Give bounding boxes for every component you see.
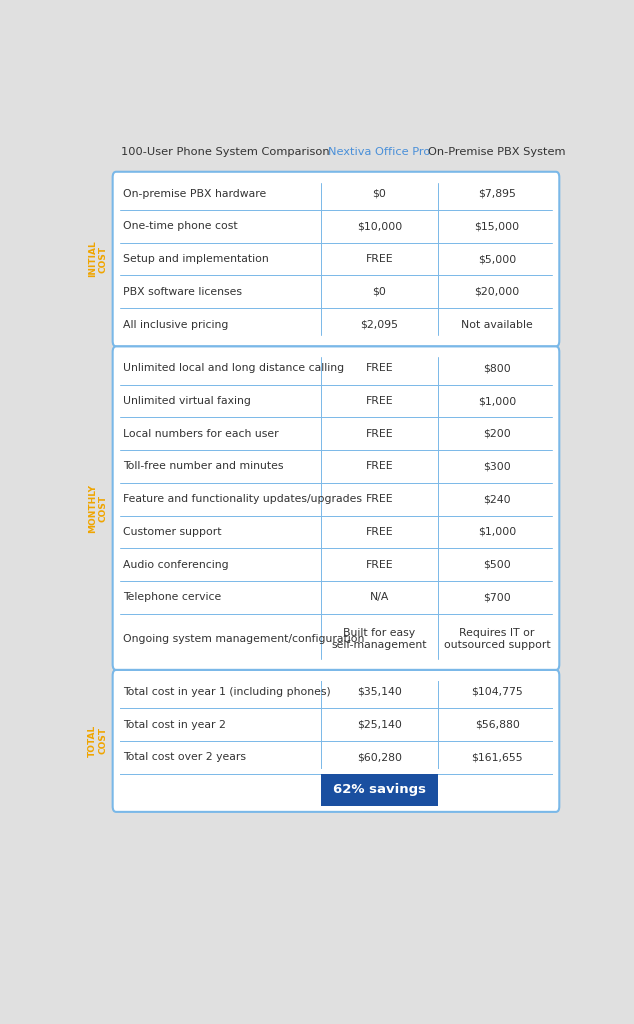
- Text: $0: $0: [373, 287, 387, 297]
- Text: Total cost over 2 years: Total cost over 2 years: [123, 753, 246, 762]
- Text: $200: $200: [483, 429, 511, 438]
- Text: All inclusive pricing: All inclusive pricing: [123, 319, 228, 330]
- Text: FREE: FREE: [366, 560, 393, 569]
- Text: $60,280: $60,280: [357, 753, 402, 762]
- Text: Built for easy
self-management: Built for easy self-management: [332, 628, 427, 650]
- Text: $161,655: $161,655: [471, 753, 523, 762]
- Text: TOTAL
COST: TOTAL COST: [88, 725, 108, 757]
- Text: Ongoing system management/configuration: Ongoing system management/configuration: [123, 634, 365, 644]
- Text: Not available: Not available: [462, 319, 533, 330]
- Text: Toll-free number and minutes: Toll-free number and minutes: [123, 462, 283, 471]
- Text: $56,880: $56,880: [475, 720, 520, 729]
- Text: Audio conferencing: Audio conferencing: [123, 560, 229, 569]
- Text: Telephone cervice: Telephone cervice: [123, 592, 221, 602]
- Text: $5,000: $5,000: [478, 254, 516, 264]
- Text: On-Premise PBX System: On-Premise PBX System: [429, 147, 566, 157]
- Text: Local numbers for each user: Local numbers for each user: [123, 429, 278, 438]
- Text: FREE: FREE: [366, 495, 393, 504]
- Text: $7,895: $7,895: [478, 188, 516, 199]
- Text: FREE: FREE: [366, 254, 393, 264]
- Text: $700: $700: [483, 592, 511, 602]
- Text: $10,000: $10,000: [357, 221, 402, 231]
- Text: $500: $500: [483, 560, 511, 569]
- Text: FREE: FREE: [366, 364, 393, 374]
- Text: Requires IT or
outsourced support: Requires IT or outsourced support: [444, 628, 550, 650]
- Text: N/A: N/A: [370, 592, 389, 602]
- Text: Customer support: Customer support: [123, 527, 221, 537]
- Text: On-premise PBX hardware: On-premise PBX hardware: [123, 188, 266, 199]
- Text: Feature and functionality updates/upgrades: Feature and functionality updates/upgrad…: [123, 495, 362, 504]
- Text: INITIAL
COST: INITIAL COST: [88, 241, 108, 278]
- Text: $800: $800: [483, 364, 511, 374]
- Text: $15,000: $15,000: [475, 221, 520, 231]
- Text: FREE: FREE: [366, 527, 393, 537]
- FancyBboxPatch shape: [113, 172, 559, 346]
- Text: FREE: FREE: [366, 429, 393, 438]
- Text: Setup and implementation: Setup and implementation: [123, 254, 269, 264]
- Text: FREE: FREE: [366, 396, 393, 407]
- Text: $300: $300: [483, 462, 511, 471]
- Text: FREE: FREE: [366, 462, 393, 471]
- Text: $240: $240: [483, 495, 511, 504]
- FancyBboxPatch shape: [321, 774, 439, 806]
- Text: $2,095: $2,095: [361, 319, 399, 330]
- Text: 62% savings: 62% savings: [333, 783, 426, 797]
- Text: $1,000: $1,000: [478, 396, 516, 407]
- Text: One-time phone cost: One-time phone cost: [123, 221, 238, 231]
- Text: Unlimited virtual faxing: Unlimited virtual faxing: [123, 396, 251, 407]
- Text: 100-User Phone System Comparison: 100-User Phone System Comparison: [121, 147, 330, 157]
- Text: $35,140: $35,140: [357, 687, 402, 696]
- Text: Total cost in year 1 (including phones): Total cost in year 1 (including phones): [123, 687, 331, 696]
- Text: $0: $0: [373, 188, 387, 199]
- Text: $104,775: $104,775: [471, 687, 523, 696]
- FancyBboxPatch shape: [113, 346, 559, 670]
- Text: PBX software licenses: PBX software licenses: [123, 287, 242, 297]
- FancyBboxPatch shape: [113, 670, 559, 812]
- Text: $1,000: $1,000: [478, 527, 516, 537]
- Text: Unlimited local and long distance calling: Unlimited local and long distance callin…: [123, 364, 344, 374]
- Text: MONTHLY
COST: MONTHLY COST: [88, 483, 108, 532]
- Text: Nextiva Office Pro: Nextiva Office Pro: [328, 147, 430, 157]
- Text: Total cost in year 2: Total cost in year 2: [123, 720, 226, 729]
- Text: $25,140: $25,140: [357, 720, 402, 729]
- Text: $20,000: $20,000: [474, 287, 520, 297]
